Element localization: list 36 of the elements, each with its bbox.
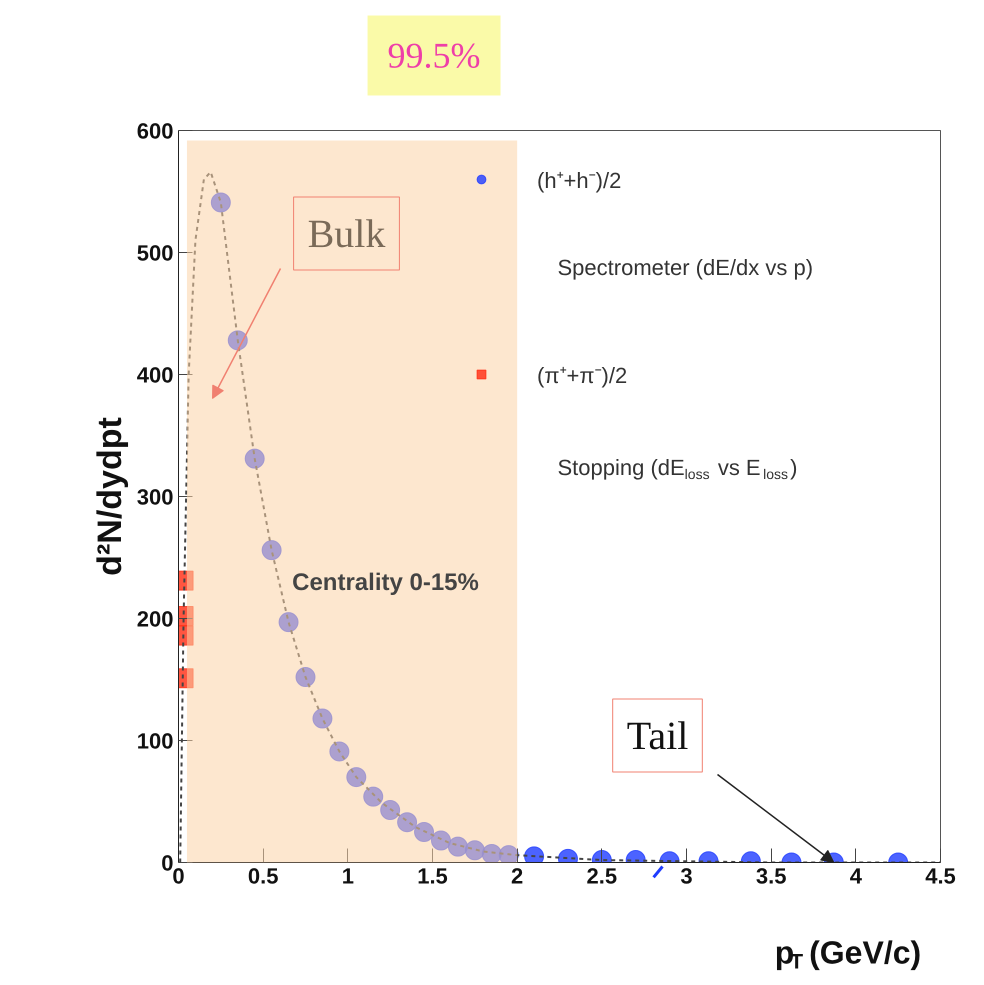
x-tick-label: 4 — [850, 864, 863, 888]
x-tick-label: 1 — [342, 864, 354, 888]
text: 99.5% — [388, 36, 481, 76]
point — [312, 708, 332, 729]
y-tick-label: 500 — [136, 240, 174, 266]
annotation: Bulk — [308, 211, 386, 256]
point — [397, 812, 418, 832]
x-tick-label: 4.5 — [925, 864, 956, 888]
point — [346, 767, 366, 788]
x-tick-label: 0.5 — [248, 864, 278, 888]
point — [278, 612, 299, 632]
point — [329, 742, 350, 762]
legend-label: (h⁺+h⁻)/2 — [537, 167, 622, 194]
point — [262, 540, 282, 560]
y-tick-label: 200 — [136, 606, 174, 632]
y-axis-title: d²N/dydpt — [90, 417, 129, 576]
y-tick-label: 100 — [136, 728, 174, 754]
point — [380, 800, 400, 820]
annotation: Centrality 0-15% — [292, 569, 479, 596]
x-tick-label: 3.5 — [756, 864, 786, 888]
point — [296, 667, 316, 688]
point — [363, 786, 384, 807]
x-tick-label: 1.5 — [417, 864, 448, 888]
annotation: Spectrometer (dE/dx vs p) — [558, 255, 814, 280]
x-tick-label: 2 — [511, 864, 524, 888]
y-tick-label: 300 — [136, 484, 174, 510]
y-tick-label: 400 — [136, 362, 174, 388]
point — [414, 822, 434, 842]
point — [244, 448, 265, 469]
y-tick-label: 600 — [136, 118, 174, 144]
legend-label: (π⁺+π⁻)/2 — [537, 362, 628, 389]
point — [430, 830, 451, 851]
annotation: Tail — [626, 713, 688, 758]
x-tick-label: 2.5 — [586, 864, 618, 888]
point — [210, 192, 231, 212]
x-tick-label: 3 — [680, 864, 693, 888]
